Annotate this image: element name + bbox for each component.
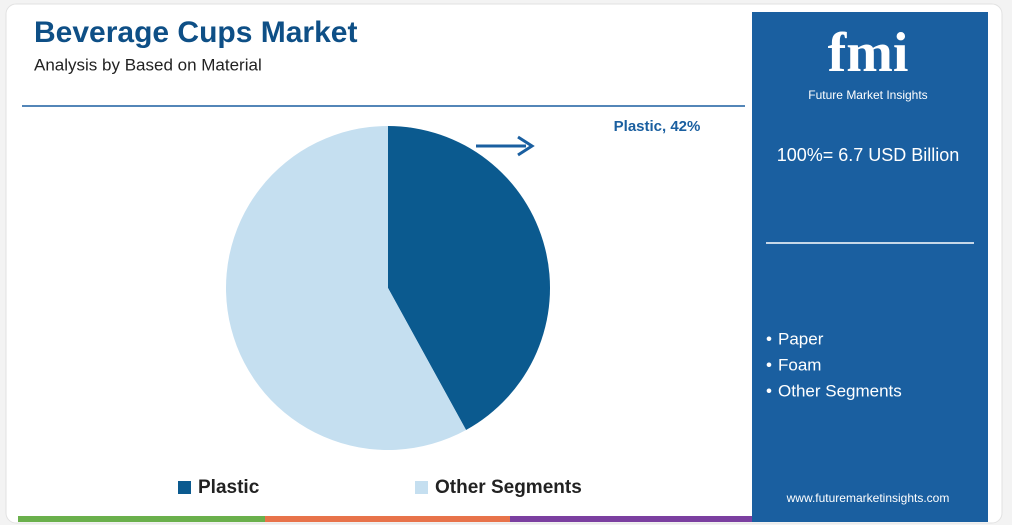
pie-slice <box>388 126 550 430</box>
website: www.futuremarketinsights.com <box>786 491 950 505</box>
segment-bullet: • <box>766 381 772 400</box>
stripe <box>510 516 752 522</box>
legend-swatch <box>178 481 191 494</box>
segment-item: Other Segments <box>778 381 902 400</box>
total-label: 100%= 6.7 USD Billion <box>777 145 960 165</box>
stripe <box>752 516 988 522</box>
data-label: Plastic, 42% <box>614 118 701 135</box>
logo: fmi <box>828 22 909 84</box>
pie-slice <box>226 126 467 450</box>
legend-label: Other Segments <box>435 477 582 498</box>
arrow-head <box>517 135 535 157</box>
stripe <box>265 516 510 522</box>
segment-item: Paper <box>778 329 824 348</box>
segment-item: Foam <box>778 355 821 374</box>
stripe <box>18 516 265 522</box>
chart-subtitle: Analysis by Based on Material <box>34 55 262 74</box>
legend-label: Plastic <box>198 477 260 498</box>
legend-swatch <box>415 481 428 494</box>
logo-caption: Future Market Insights <box>808 88 927 102</box>
segment-bullet: • <box>766 355 772 374</box>
segment-bullet: • <box>766 329 772 348</box>
side-panel <box>752 12 988 518</box>
chart-title: Beverage Cups Market <box>34 16 357 49</box>
